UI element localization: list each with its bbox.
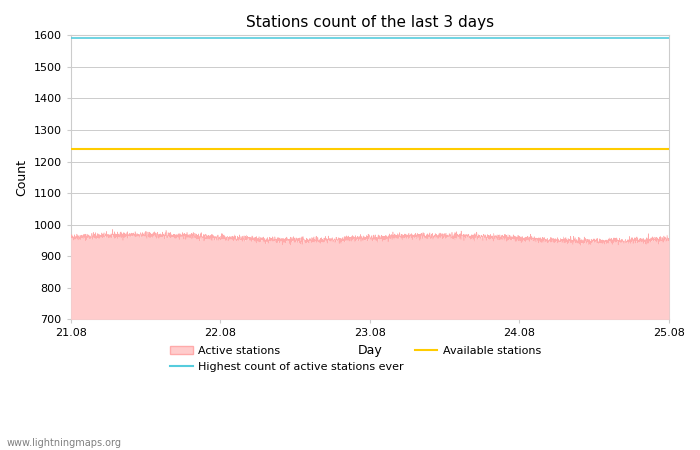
Title: Stations count of the last 3 days: Stations count of the last 3 days [246,15,494,30]
Text: www.lightningmaps.org: www.lightningmaps.org [7,438,122,448]
X-axis label: Day: Day [358,344,382,357]
Y-axis label: Count: Count [15,159,28,196]
Legend: Active stations, Highest count of active stations ever, Available stations: Active stations, Highest count of active… [166,342,545,376]
